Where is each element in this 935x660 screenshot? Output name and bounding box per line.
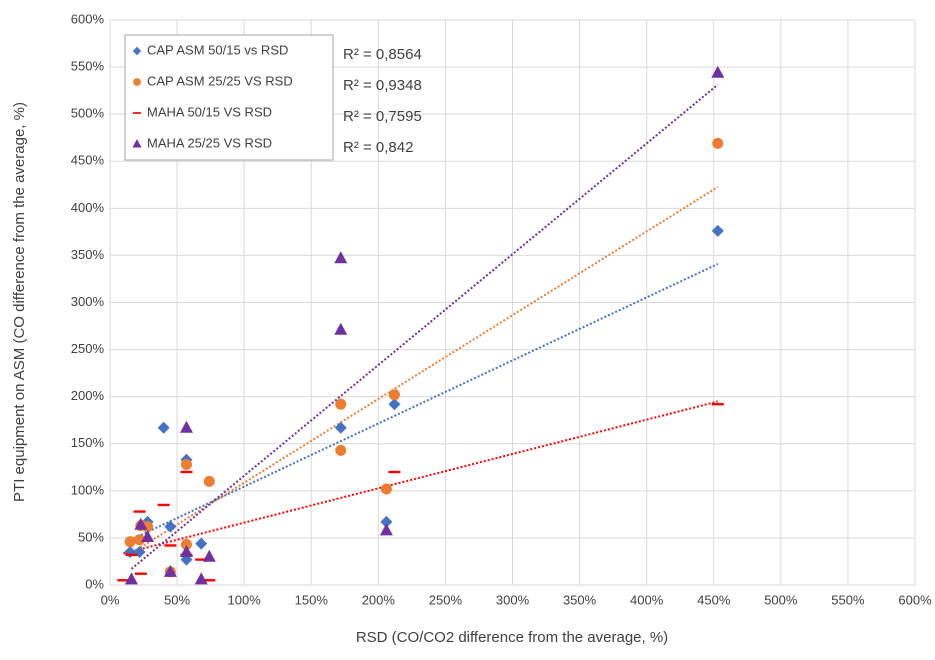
y-tick-label: 100% (71, 482, 105, 497)
y-axis-label: PTI equipment on ASM (CO difference from… (11, 102, 28, 502)
x-tick-label: 150% (295, 592, 329, 607)
x-tick-label: 500% (764, 592, 798, 607)
point (379, 523, 393, 536)
point (194, 572, 208, 585)
point (388, 389, 400, 401)
point (712, 137, 724, 149)
x-tick-label: 100% (228, 592, 262, 607)
point (380, 515, 393, 528)
point (334, 421, 347, 434)
x-tick-label: 400% (630, 592, 664, 607)
point (179, 420, 193, 433)
point (334, 322, 348, 335)
point (134, 517, 148, 530)
point (202, 549, 216, 562)
point (711, 65, 725, 78)
point (203, 579, 216, 582)
point (163, 564, 177, 577)
x-tick-label: 600% (898, 592, 932, 607)
trendline (129, 263, 719, 542)
x-tick-label: 550% (831, 592, 865, 607)
point (133, 510, 146, 513)
point (388, 398, 401, 411)
point (195, 537, 208, 550)
x-tick-label: 250% (429, 592, 463, 607)
point (711, 224, 724, 237)
point (125, 553, 138, 557)
y-tick-label: 450% (71, 153, 105, 168)
y-tick-label: 250% (71, 341, 105, 356)
legend-label: MAHA 50/15 VS RSD (147, 104, 272, 119)
y-tick-label: 0% (85, 576, 104, 591)
legend-label: CAP ASM 25/25 VS RSD (147, 73, 293, 88)
point (380, 483, 392, 495)
point (157, 421, 170, 434)
y-tick-label: 500% (71, 106, 105, 121)
legend-marker (132, 139, 142, 148)
legend-label: MAHA 25/25 VS RSD (147, 135, 272, 150)
point (157, 503, 170, 507)
point (124, 536, 136, 548)
point (164, 520, 177, 533)
point (711, 403, 724, 406)
y-tick-label: 50% (78, 529, 104, 544)
point (124, 572, 138, 585)
x-axis-label: RSD (CO/CO2 difference from the average,… (356, 629, 668, 646)
y-tick-label: 200% (71, 388, 105, 403)
x-tick-label: 350% (563, 592, 597, 607)
r2-label: R² = 0,8564 (343, 46, 422, 63)
point (179, 545, 193, 558)
point (134, 572, 147, 575)
y-tick-label: 600% (71, 11, 105, 26)
trendline (129, 186, 719, 555)
y-tick-label: 550% (71, 59, 105, 74)
point (164, 544, 177, 547)
point (335, 444, 347, 456)
x-tick-label: 0% (101, 592, 120, 607)
point (180, 458, 192, 470)
r2-label: R² = 0,9348 (343, 77, 422, 94)
point (334, 251, 348, 264)
point (388, 470, 401, 474)
point (134, 534, 146, 546)
x-tick-label: 200% (362, 592, 396, 607)
legend-marker (132, 112, 142, 114)
x-tick-label: 50% (164, 592, 190, 607)
point (141, 529, 155, 542)
y-tick-label: 400% (71, 200, 105, 215)
legend-label: CAP ASM 50/15 vs RSD (147, 42, 288, 57)
point (180, 470, 193, 474)
r2-label: R² = 0,842 (343, 139, 413, 156)
point (195, 558, 208, 561)
trendline (130, 83, 719, 570)
legend-box (124, 34, 334, 161)
x-tick-label: 450% (697, 592, 731, 607)
y-tick-label: 300% (71, 294, 105, 309)
point (203, 475, 215, 487)
y-tick-label: 350% (71, 247, 105, 262)
y-tick-label: 150% (71, 435, 105, 450)
legend-marker (133, 78, 141, 86)
x-tick-label: 300% (496, 592, 530, 607)
point (335, 398, 347, 410)
point (180, 539, 192, 551)
point (117, 579, 130, 582)
r2-label: R² = 0,7595 (343, 108, 422, 125)
